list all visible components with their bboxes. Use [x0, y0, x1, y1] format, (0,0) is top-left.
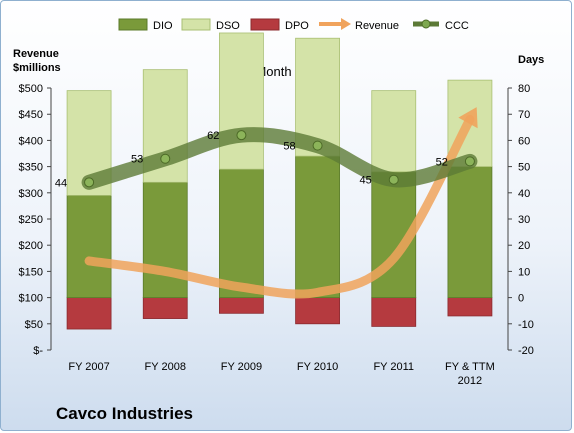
right-tick-label: 70	[518, 109, 530, 121]
bar-dso	[219, 32, 264, 170]
bar-dpo	[219, 297, 264, 314]
x-tick-label: 2012	[458, 375, 482, 387]
right-tick-label: 0	[518, 293, 524, 305]
bar-dio	[447, 166, 493, 299]
right-tick-label: -20	[518, 345, 534, 357]
ccc-data-label: 62	[207, 130, 219, 142]
left-tick-label: $100	[19, 293, 43, 305]
bar-dpo	[142, 297, 188, 319]
company-name: Cavco Industries	[56, 404, 193, 423]
right-tick-label: -10	[518, 319, 534, 331]
right-tick-label: 10	[518, 266, 530, 278]
ccc-line	[81, 127, 478, 190]
legend: DIO DSO DPO Revenue CCC	[118, 18, 469, 32]
ccc-point	[312, 140, 323, 151]
legend-label-dpo: DPO	[285, 20, 309, 32]
legend-swatch-dso	[181, 18, 211, 31]
legend-label-revenue: Revenue	[355, 20, 399, 32]
ccc-layer: 44 53 62 58 45 52	[55, 127, 478, 190]
ccc-point	[388, 174, 399, 185]
left-tick-label: $150	[19, 266, 43, 278]
bar-dpo	[66, 297, 112, 330]
legend-label-ccc: CCC	[445, 20, 469, 32]
legend-swatch-dio	[118, 18, 148, 31]
left-tick-label: $300	[19, 188, 43, 200]
ccc-point	[464, 156, 475, 167]
bar-dpo	[447, 297, 493, 317]
bar-dpo	[295, 297, 340, 325]
left-axis-title-line2: $millions	[13, 62, 61, 74]
right-tick-label: 20	[518, 240, 530, 252]
bar-dio	[142, 181, 188, 299]
bar-dio	[219, 168, 264, 299]
ccc-point	[84, 177, 95, 188]
legend-label-dio: DIO	[153, 20, 173, 32]
right-tick-label: 30	[518, 214, 530, 226]
ccc-data-label: 53	[131, 154, 143, 166]
bar-dso	[371, 90, 417, 173]
right-tick-label: 40	[518, 188, 530, 200]
ccc-point	[236, 130, 247, 141]
ccc-data-label: 44	[55, 177, 67, 189]
right-tick-label: 60	[518, 135, 530, 147]
bar-dpo	[371, 297, 417, 327]
left-axis-title-line1: Revenue	[13, 48, 59, 60]
revenue-arrowhead	[458, 107, 478, 129]
x-tick-label: FY 2008	[145, 361, 186, 373]
x-tick-label: FY 2009	[221, 361, 262, 373]
ccc-point	[160, 153, 171, 164]
x-axis-labels: FY 2007 FY 2008 FY 2009 FY 2010 FY 2011 FY & …	[68, 361, 494, 387]
legend-swatch-dpo	[250, 18, 280, 31]
legend-label-dso: DSO	[216, 20, 240, 32]
x-tick-label: FY 2011	[373, 361, 414, 373]
ccc-data-label: 45	[360, 175, 372, 187]
revenue-line	[84, 114, 475, 299]
left-tick-label: $500	[19, 83, 43, 95]
left-tick-label: $400	[19, 135, 43, 147]
left-axis-ticks: $- $50 $100 $150 $200 $250 $300 $350 $400 $450 $50…	[19, 83, 51, 357]
x-tick-label: FY 2007	[68, 361, 109, 373]
left-tick-label: $200	[19, 240, 43, 252]
left-tick-label: $50	[25, 319, 43, 331]
right-tick-label: 80	[518, 83, 530, 95]
left-tick-label: $350	[19, 162, 43, 174]
right-axis-ticks: -20 -10 0 10 20 30 40 50 60 70 80	[508, 83, 534, 357]
ccc-data-label: 52	[436, 156, 448, 168]
x-tick-label: FY 2010	[297, 361, 338, 373]
bars-layer	[66, 32, 493, 330]
legend-swatch-ccc	[413, 19, 439, 29]
bar-dio	[66, 195, 112, 298]
left-tick-label: $450	[19, 109, 43, 121]
legend-swatch-revenue	[319, 18, 351, 30]
bar-dio	[295, 155, 340, 298]
revenue-layer	[84, 107, 478, 299]
x-tick-label: FY & TTM	[445, 361, 495, 373]
left-tick-label: $250	[19, 214, 43, 226]
right-axis-title: Days	[518, 54, 544, 66]
right-tick-label: 50	[518, 162, 530, 174]
ccc-data-label: 58	[283, 141, 295, 153]
left-tick-label: $-	[33, 345, 43, 357]
